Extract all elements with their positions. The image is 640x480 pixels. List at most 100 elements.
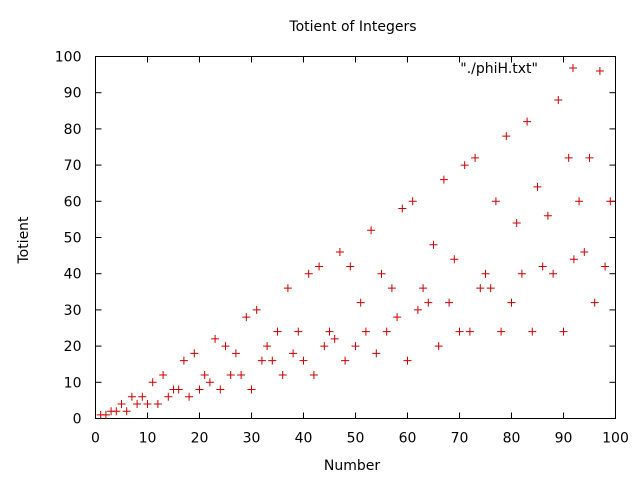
data-point xyxy=(549,269,558,278)
data-point xyxy=(434,342,443,351)
data-point xyxy=(138,392,147,401)
data-point xyxy=(346,262,355,271)
data-point xyxy=(325,327,334,336)
data-point xyxy=(419,284,428,293)
x-tick-label: 0 xyxy=(91,431,100,447)
data-point xyxy=(585,153,594,162)
data-point xyxy=(200,371,209,380)
data-point xyxy=(294,327,303,336)
data-point xyxy=(533,182,542,191)
data-point xyxy=(512,219,521,228)
data-point xyxy=(523,117,532,126)
data-point xyxy=(122,407,131,416)
data-point xyxy=(330,334,339,343)
data-point xyxy=(387,284,396,293)
y-tick-label: 60 xyxy=(64,194,82,210)
data-point xyxy=(564,153,573,162)
data-point xyxy=(424,298,433,307)
data-point xyxy=(164,392,173,401)
data-point xyxy=(408,197,417,206)
data-point xyxy=(481,269,490,278)
data-point xyxy=(179,356,188,365)
legend-label: "./phiH.txt" xyxy=(460,61,538,77)
data-point xyxy=(543,211,552,220)
chart-title: Totient of Integers xyxy=(288,19,416,35)
x-tick-label: 100 xyxy=(602,431,629,447)
data-point xyxy=(398,204,407,213)
data-point xyxy=(476,284,485,293)
data-point xyxy=(382,327,391,336)
data-point xyxy=(221,342,230,351)
y-tick-label: 30 xyxy=(64,303,82,319)
y-tick-label: 40 xyxy=(64,267,82,283)
y-tick-label: 50 xyxy=(64,231,82,247)
legend-marker-glyph xyxy=(569,64,577,72)
data-point xyxy=(148,378,157,387)
data-point xyxy=(226,371,235,380)
data-point xyxy=(455,327,464,336)
data-point xyxy=(101,410,110,419)
y-tick-label: 100 xyxy=(55,50,82,66)
axis-ticks: 0 10 20 30 40 50 60 70 80 90 100 0 10 20 30 40 50 60 70 80 9… xyxy=(55,50,629,447)
data-point xyxy=(315,262,324,271)
data-point xyxy=(465,327,474,336)
data-point xyxy=(486,284,495,293)
data-point xyxy=(413,305,422,314)
x-tick-label: 60 xyxy=(399,431,417,447)
data-point xyxy=(190,349,199,358)
legend-marker xyxy=(569,64,577,72)
data-point xyxy=(569,255,578,264)
data-point xyxy=(257,356,266,365)
data-point xyxy=(393,313,402,322)
y-tick-label: 70 xyxy=(64,158,82,174)
data-point xyxy=(159,371,168,380)
data-point xyxy=(372,349,381,358)
scatter-points xyxy=(96,66,615,419)
data-point xyxy=(153,400,162,409)
data-point xyxy=(554,95,563,104)
data-point xyxy=(575,197,584,206)
data-point xyxy=(133,400,142,409)
data-point xyxy=(590,298,599,307)
data-point xyxy=(252,305,261,314)
data-point xyxy=(263,342,272,351)
x-tick-label: 30 xyxy=(243,431,261,447)
data-point xyxy=(195,385,204,394)
data-point xyxy=(289,349,298,358)
data-point xyxy=(205,378,214,387)
data-point xyxy=(216,385,225,394)
data-point xyxy=(231,349,240,358)
data-point xyxy=(351,342,360,351)
data-point xyxy=(309,371,318,380)
data-point xyxy=(127,392,136,401)
data-point xyxy=(174,385,183,394)
data-point xyxy=(439,175,448,184)
x-tick-label: 40 xyxy=(295,431,313,447)
data-point xyxy=(471,153,480,162)
data-point xyxy=(268,356,277,365)
data-point xyxy=(601,262,610,271)
data-point xyxy=(283,284,292,293)
data-point xyxy=(502,132,511,141)
x-tick-label: 70 xyxy=(451,431,469,447)
data-point xyxy=(559,327,568,336)
data-point xyxy=(273,327,282,336)
y-tick-label: 20 xyxy=(64,339,82,355)
data-point xyxy=(450,255,459,264)
data-point xyxy=(517,269,526,278)
data-point xyxy=(377,269,386,278)
plot-frame xyxy=(95,56,616,419)
data-point xyxy=(580,247,589,256)
data-point xyxy=(320,342,329,351)
data-point xyxy=(143,400,152,409)
data-point xyxy=(299,356,308,365)
data-point xyxy=(367,226,376,235)
data-point xyxy=(117,400,126,409)
x-tick-label: 10 xyxy=(139,431,157,447)
data-point xyxy=(278,371,287,380)
data-point xyxy=(304,269,313,278)
data-point xyxy=(361,327,370,336)
y-tick-label: 0 xyxy=(73,412,82,428)
x-tick-label: 80 xyxy=(503,431,521,447)
